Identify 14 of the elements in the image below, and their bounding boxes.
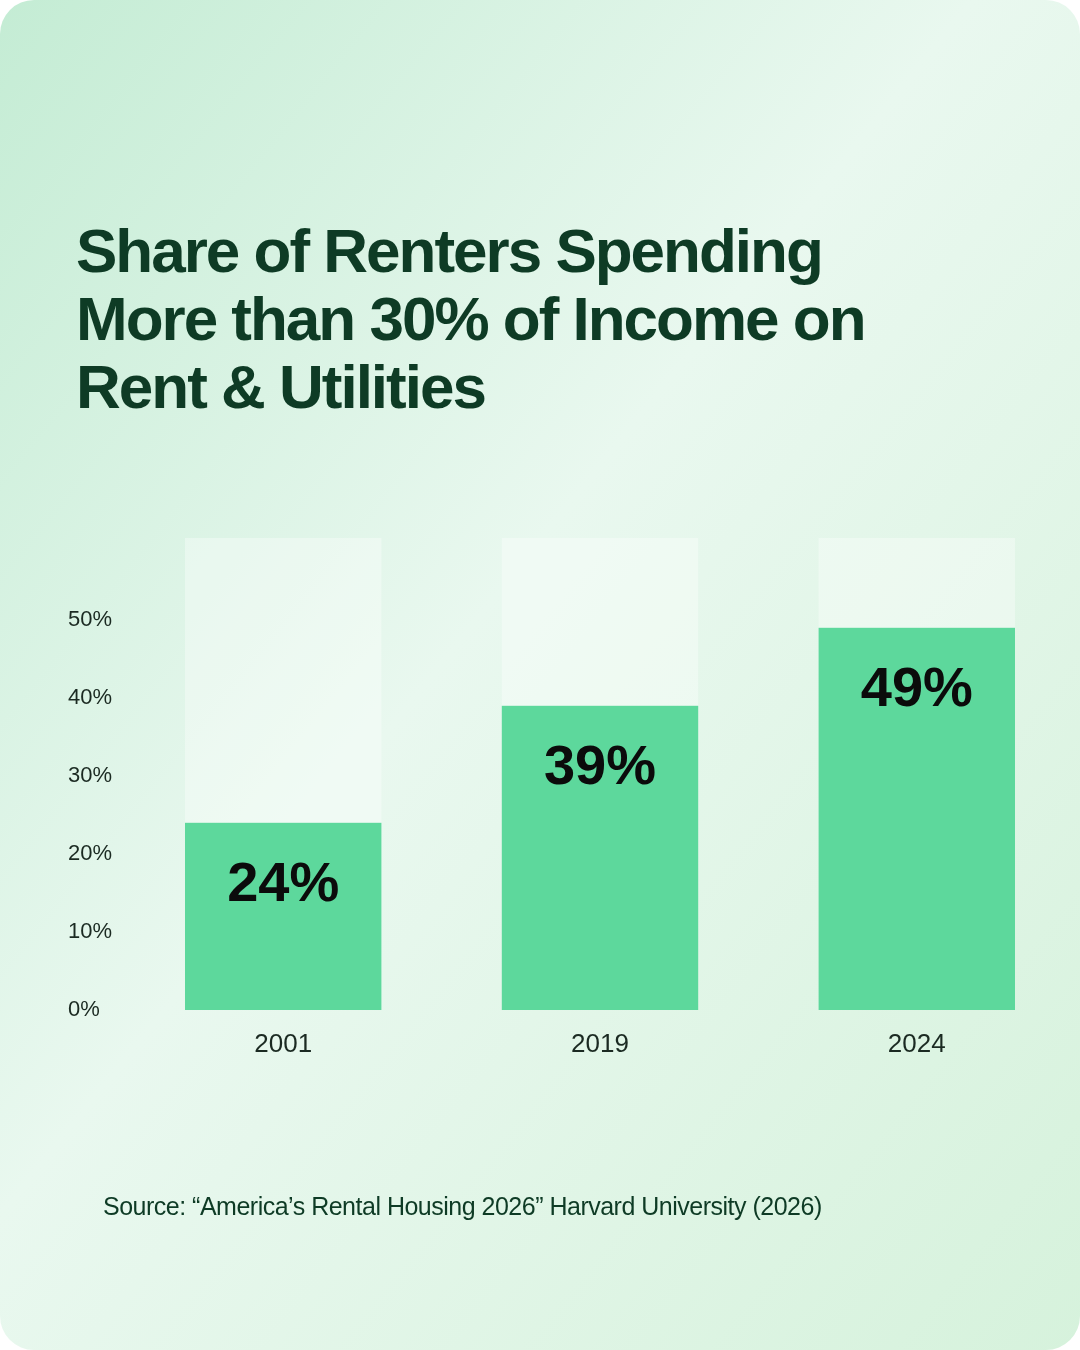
y-tick-label: 30% <box>68 761 113 787</box>
y-tick-label: 40% <box>68 683 113 709</box>
y-tick-label: 10% <box>68 917 113 943</box>
x-tick-label: 2001 <box>254 1028 313 1058</box>
data-label: 39% <box>543 732 657 796</box>
y-tick-label: 20% <box>68 839 113 865</box>
data-label: 49% <box>860 654 973 718</box>
x-tick-label: 2019 <box>571 1028 629 1058</box>
y-tick-label: 50% <box>68 605 113 631</box>
source-note: Source: “America’s Rental Housing 2026” Harvard University (2026) <box>103 1192 822 1220</box>
data-label: 24% <box>227 849 340 913</box>
y-tick-label: 0% <box>68 995 100 1021</box>
chart-title: Share of Renters Spending More than 30% of Income on Rent & Utilities <box>76 216 865 421</box>
x-tick-label: 2024 <box>887 1028 946 1058</box>
